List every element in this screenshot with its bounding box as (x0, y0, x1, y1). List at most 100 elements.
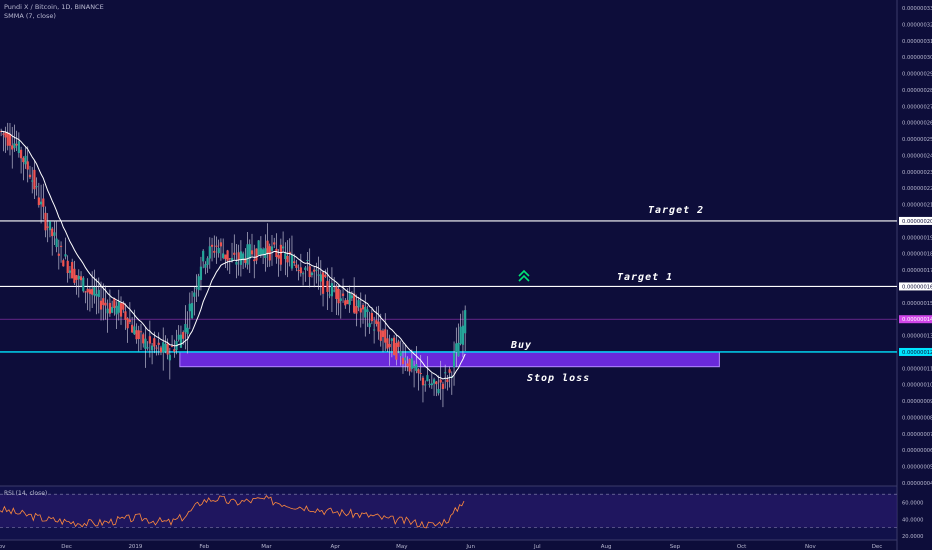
candle-body (257, 240, 260, 255)
candle-body (111, 306, 114, 313)
target1-label: Target 1 (617, 272, 674, 283)
chart-symbol-title: Pundi X / Bitcoin, 1D, BINANCE (4, 3, 104, 11)
candle-body (330, 283, 334, 297)
stop-loss-zone (179, 351, 720, 368)
candle-body (461, 325, 465, 345)
candle-body (228, 258, 231, 260)
candle-body (164, 343, 167, 352)
candle-body (148, 336, 151, 344)
candle-body (357, 300, 360, 308)
candle-body (262, 249, 265, 255)
price-tick-label: 0.00000027 (902, 104, 932, 110)
candle-body (230, 257, 234, 261)
candle-body (64, 254, 67, 257)
price-tick-label: 0.00000005 (902, 465, 932, 471)
price-tag-label: 0.00000016 (902, 284, 932, 290)
candle-body (361, 304, 365, 310)
candle-body (144, 338, 147, 349)
price-tick-label: 0.00000032 (902, 22, 932, 28)
candle-body (313, 269, 316, 272)
candle-body (188, 303, 191, 312)
candle-body (321, 272, 325, 294)
candle-body (33, 169, 36, 190)
candle-body (386, 338, 389, 349)
candle-body (219, 242, 223, 247)
candle-body (35, 186, 38, 188)
candle-body (250, 250, 254, 255)
candle-body (341, 293, 345, 296)
candle-body (73, 268, 76, 283)
candle-body (424, 384, 427, 386)
price-tick-label: 0.00000021 (902, 203, 932, 209)
price-tick-label: 0.00000022 (902, 186, 932, 192)
candle-body (326, 280, 329, 292)
target2-label: Target 2 (648, 205, 705, 216)
candle-body (308, 266, 311, 278)
candle-body (297, 269, 300, 271)
candle-body (26, 161, 29, 170)
candle-body (51, 228, 54, 237)
candle-body (66, 260, 69, 274)
candle-body (290, 255, 294, 269)
candle-body (44, 212, 47, 231)
candle-body (99, 300, 103, 310)
candle-body (270, 246, 274, 251)
candle-body (264, 248, 267, 259)
candle-body (246, 244, 249, 265)
candle-body (128, 319, 131, 322)
candle-body (133, 326, 136, 335)
candle-body (159, 347, 163, 353)
candle-body (233, 252, 236, 255)
double-chevron-up-icon (518, 269, 530, 282)
candle-body (139, 331, 143, 333)
candle-body (377, 321, 380, 332)
price-tick-label: 0.00000011 (902, 366, 932, 372)
candle-body (255, 248, 258, 261)
candle-body (177, 334, 180, 340)
candle-body (455, 343, 458, 353)
candle-body (301, 273, 305, 275)
candle-body (239, 251, 243, 265)
candle-body (244, 258, 247, 263)
candle-body (102, 298, 105, 305)
rsi-tick-label: 60.0000 (902, 501, 923, 507)
candle-body (157, 342, 160, 345)
rsi-line (0, 495, 465, 529)
candle-body (395, 342, 398, 360)
candle-body (273, 242, 276, 245)
price-tag (899, 315, 932, 324)
candle-body (193, 292, 196, 297)
price-tick-label: 0.00000029 (902, 72, 932, 78)
candle-body (75, 275, 78, 280)
candle-body (202, 250, 205, 262)
time-tick-label: Feb (199, 544, 209, 550)
time-tick-label: Nov (805, 544, 816, 550)
price-tick-label: 0.00000033 (902, 6, 932, 12)
candle-body (368, 323, 371, 328)
time-tick-label: Sep (670, 544, 681, 550)
candle-body (339, 298, 342, 301)
candles-group (0, 122, 467, 408)
rsi-tick-label: 40.0000 (902, 517, 923, 523)
candle-body (310, 272, 314, 276)
candle-body (406, 363, 409, 367)
candle-body (375, 320, 378, 324)
candle-body (275, 248, 278, 258)
time-tick-label: May (396, 544, 408, 550)
candle-body (306, 259, 309, 262)
candle-body (62, 260, 65, 267)
time-tick-label: 2019 (128, 544, 142, 550)
candle-body (104, 302, 107, 306)
price-tick-label: 0.00000006 (902, 448, 932, 454)
candle-body (242, 253, 245, 261)
candle-body (77, 275, 80, 280)
candle-body (459, 326, 462, 344)
candle-body (142, 334, 145, 344)
candle-body (319, 274, 322, 282)
candle-body (355, 306, 358, 314)
candle-body (446, 379, 449, 383)
candle-body (124, 311, 127, 320)
candle-body (381, 330, 385, 337)
